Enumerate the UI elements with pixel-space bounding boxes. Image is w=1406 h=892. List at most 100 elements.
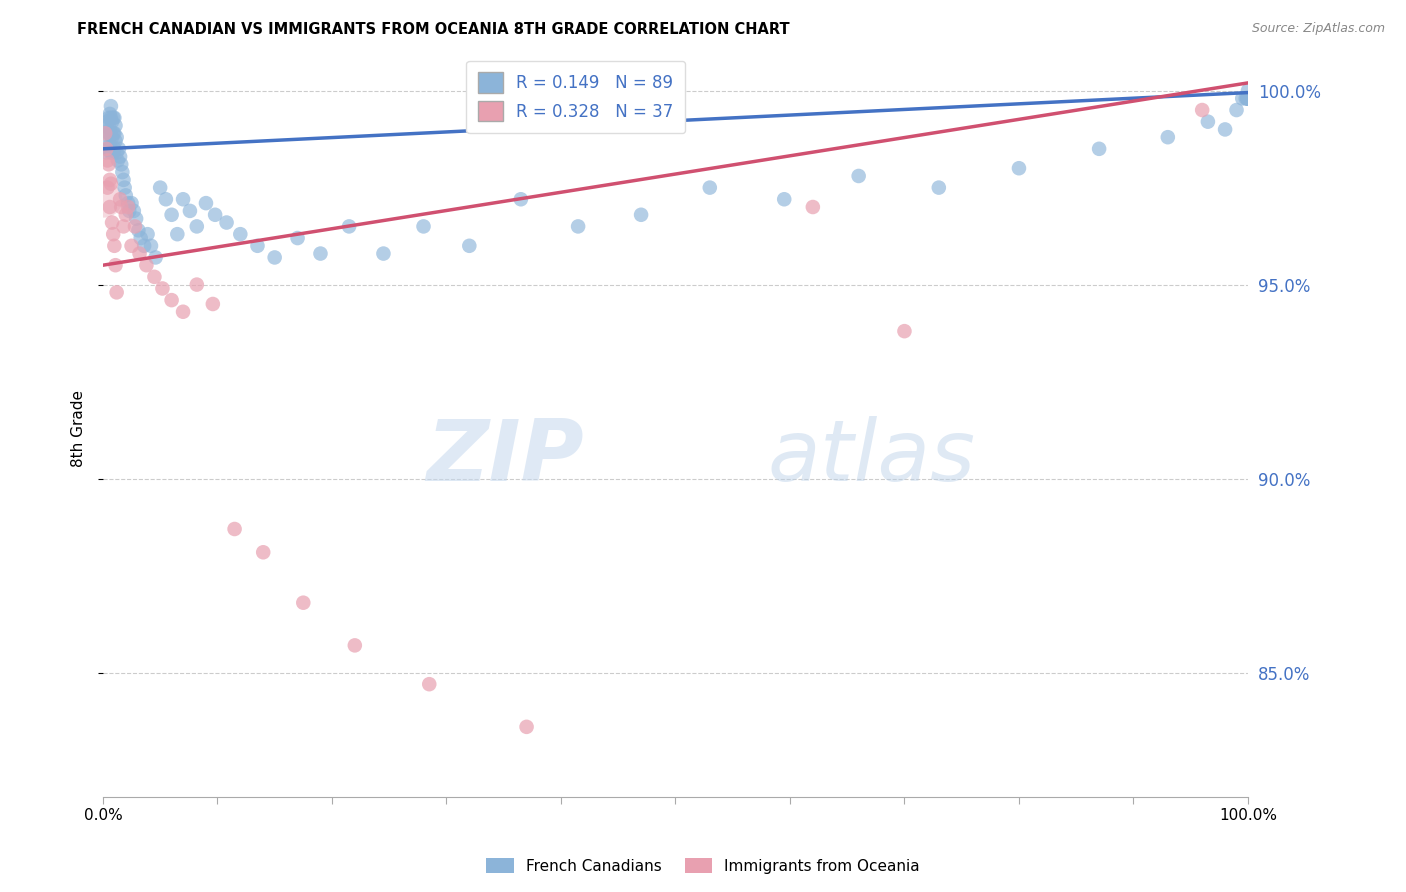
Point [136,227,159,242]
Point [373,246,395,260]
Point [97,157,120,171]
Point [143,269,166,284]
Point [112,219,135,234]
Point [125,211,148,226]
Point [101,130,124,145]
Point [103,145,125,160]
Point [509,192,531,206]
Point [117,200,139,214]
Point [114,188,136,202]
Point [97,126,120,140]
Point [848,169,870,183]
Point [108,192,131,206]
Point [98,173,121,187]
Point [108,150,131,164]
Point [105,145,128,160]
Point [117,196,139,211]
Point [96,145,118,160]
Point [292,596,315,610]
Point [1237,91,1260,105]
Point [1237,91,1260,105]
Point [105,285,128,300]
Point [1232,91,1254,105]
Point [96,180,118,194]
Point [699,180,721,194]
Point [103,227,125,242]
Point [246,239,269,253]
Point [110,157,132,171]
Point [105,130,128,145]
Point [112,173,135,187]
Point [1197,114,1219,128]
Y-axis label: 8th Grade: 8th Grade [72,390,86,467]
Point [103,111,125,125]
Point [1236,91,1258,105]
Point [100,177,122,191]
Point [98,137,121,152]
Point [1237,84,1260,98]
Point [94,119,117,133]
Point [111,165,134,179]
Point [155,192,177,206]
Point [98,200,121,214]
Point [124,219,146,234]
Point [121,196,143,211]
Point [160,293,183,307]
Point [418,677,440,691]
Text: atlas: atlas [768,417,974,500]
Point [127,223,149,237]
Point [224,522,246,536]
Point [166,227,188,242]
Point [103,126,125,140]
Point [516,720,538,734]
Point [1157,130,1180,145]
Point [179,203,201,218]
Point [97,111,120,125]
Point [172,192,194,206]
Point [98,107,121,121]
Point [104,119,127,133]
Point [204,208,226,222]
Point [100,145,122,160]
Point [186,277,208,292]
Point [96,153,118,168]
Point [103,111,125,125]
Point [263,251,285,265]
Point [114,208,136,222]
Point [893,324,915,338]
Point [118,203,141,218]
Point [128,246,150,260]
Point [103,126,125,140]
Text: FRENCH CANADIAN VS IMMIGRANTS FROM OCEANIA 8TH GRADE CORRELATION CHART: FRENCH CANADIAN VS IMMIGRANTS FROM OCEAN… [77,22,790,37]
Point [94,126,117,140]
Point [412,219,434,234]
Point [201,297,224,311]
Point [110,200,132,214]
Point [101,114,124,128]
Point [1237,91,1260,105]
Point [343,639,366,653]
Point [1237,91,1260,105]
Point [1213,122,1236,136]
Point [104,134,127,148]
Point [1237,91,1260,105]
Point [149,180,172,194]
Point [108,142,131,156]
Point [458,239,481,253]
Point [114,180,136,194]
Point [337,219,360,234]
Point [194,196,217,211]
Point [129,231,152,245]
Point [96,142,118,156]
Point [100,99,122,113]
Point [1225,103,1247,117]
Point [160,208,183,222]
Point [928,180,950,194]
Point [252,545,274,559]
Point [801,200,824,214]
Point [134,239,156,253]
Point [1008,161,1031,176]
Point [98,122,121,136]
Point [107,153,129,168]
Point [1191,103,1213,117]
